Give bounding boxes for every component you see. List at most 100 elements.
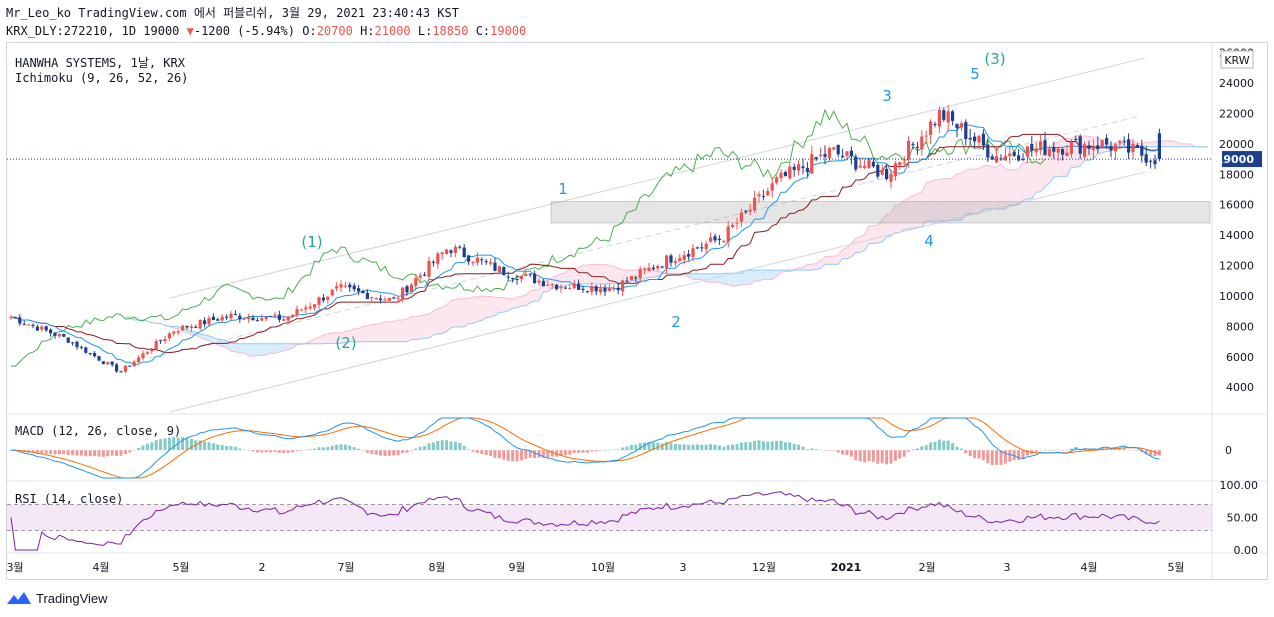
macd-histogram-bar <box>313 448 317 451</box>
macd-histogram-bar <box>775 440 779 451</box>
candle-body <box>436 253 440 264</box>
macd-histogram-bar <box>964 450 968 454</box>
ichimoku-cloud-segment <box>688 273 693 280</box>
macd-histogram-bar <box>40 450 44 454</box>
ichimoku-cloud-segment <box>525 291 531 306</box>
candle-body <box>251 317 255 321</box>
ichimoku-cloud-segment <box>446 300 451 332</box>
ichimoku-cloud-segment <box>706 273 711 283</box>
candle-body <box>357 288 361 292</box>
candle-body <box>352 285 356 290</box>
chart-frame[interactable] <box>6 42 1268 580</box>
macd-histogram-bar <box>1052 450 1056 451</box>
candle-body <box>317 297 321 305</box>
ichimoku-cloud-segment <box>627 270 632 284</box>
candle-body <box>656 265 660 269</box>
candle-body <box>321 297 325 301</box>
ichimoku-cloud-segment <box>437 307 443 334</box>
candle-body <box>53 332 57 336</box>
ichimoku-cloud-segment <box>257 343 262 356</box>
candle-body <box>207 317 211 325</box>
candle-body <box>660 266 664 268</box>
candle-body <box>722 241 726 243</box>
candle-body <box>383 299 387 301</box>
candle-body <box>154 341 158 349</box>
macd-histogram-bar <box>572 450 576 453</box>
ichimoku-cloud-segment <box>424 314 429 338</box>
ichimoku-cloud-segment <box>741 270 746 285</box>
macd-histogram-bar <box>1127 450 1131 451</box>
candle-body <box>937 110 941 127</box>
candle-body <box>634 277 638 279</box>
macd-histogram-bar <box>990 450 994 466</box>
candle-body <box>137 357 141 363</box>
candle-body <box>1100 139 1104 147</box>
macd-histogram-bar <box>533 450 537 459</box>
candle-body <box>783 172 787 177</box>
candle-body <box>568 287 572 289</box>
candle-body <box>625 280 629 282</box>
tradingview-logo[interactable]: TradingView <box>6 590 108 606</box>
macd-histogram-bar <box>832 450 836 451</box>
macd-histogram-bar <box>299 450 303 451</box>
macd-histogram-bar <box>581 450 585 453</box>
ichimoku-cloud-segment <box>653 270 658 278</box>
time-axis-tick: 3 <box>680 561 687 574</box>
ichimoku-cloud-segment <box>275 343 280 354</box>
macd-histogram-bar <box>757 440 761 451</box>
macd-histogram-bar <box>673 443 677 451</box>
macd-histogram-bar <box>1047 450 1051 451</box>
macd-histogram-bar <box>35 450 39 454</box>
ichimoku-cloud-segment <box>807 264 812 271</box>
macd-histogram-bar <box>31 450 35 453</box>
candle-body <box>563 287 567 289</box>
ichimoku-cloud-segment <box>451 299 456 328</box>
candle-body <box>467 255 471 262</box>
candle-body <box>1061 149 1065 155</box>
candle-body <box>203 320 207 324</box>
ichimoku-cloud-segment <box>767 270 773 280</box>
candle-body <box>515 278 519 281</box>
ichimoku-cloud-segment <box>231 343 236 352</box>
candle-body <box>643 269 647 271</box>
macd-histogram-bar <box>88 450 92 457</box>
candle-body <box>1105 138 1109 145</box>
candle-body <box>858 165 862 168</box>
candle-body <box>665 255 669 269</box>
macd-histogram-bar <box>687 445 691 451</box>
ichimoku-cloud-segment <box>420 314 425 340</box>
macd-histogram-bar <box>1034 450 1038 453</box>
candle-body <box>581 288 585 290</box>
candle-body <box>84 347 88 353</box>
candle-body <box>973 136 977 142</box>
ichimoku-cloud-segment <box>899 200 905 233</box>
candle-body <box>370 297 374 299</box>
macd-histogram-bar <box>999 450 1003 465</box>
candle-body <box>497 266 501 273</box>
macd-histogram-bar <box>1109 449 1113 451</box>
candle-body <box>49 329 53 334</box>
ichimoku-cloud-segment <box>244 343 249 356</box>
macd-histogram-bar <box>150 442 154 451</box>
ichimoku-cloud-segment <box>376 323 381 342</box>
macd-histogram-bar <box>770 441 774 451</box>
elliott-wave-label: (2) <box>335 334 356 352</box>
ichimoku-cloud-segment <box>1177 142 1182 147</box>
candle-body <box>326 296 330 300</box>
candle-body <box>1003 156 1007 161</box>
candle-body <box>968 137 972 140</box>
ichimoku-cloud-segment <box>332 332 337 344</box>
currency-box <box>1220 50 1254 69</box>
candle-body <box>462 247 466 258</box>
candle-body <box>559 286 563 289</box>
candle-body <box>797 164 801 171</box>
candle-body <box>907 140 911 160</box>
ichimoku-cloud-segment <box>873 225 878 244</box>
candle-body <box>1039 141 1043 151</box>
macd-histogram-bar <box>467 449 471 451</box>
candle-body <box>71 342 75 344</box>
candle-body <box>493 262 497 271</box>
candle-body <box>1074 138 1078 140</box>
rsi-axis-tick: 50.00 <box>1227 512 1259 525</box>
